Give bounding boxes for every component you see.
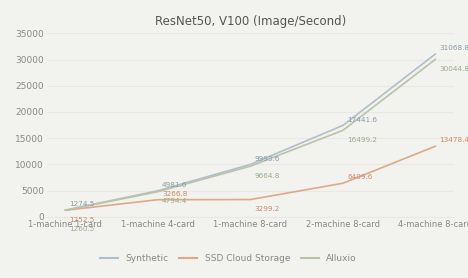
Legend: Synthetic, SSD Cloud Storage, Alluxio: Synthetic, SSD Cloud Storage, Alluxio — [100, 254, 357, 263]
Synthetic — [63, 208, 68, 212]
Text: 13478.4: 13478.4 — [439, 137, 468, 143]
Synthetic — [155, 189, 161, 192]
Synthetic — [248, 163, 253, 166]
Alluxio — [340, 129, 346, 132]
Text: 9993.6: 9993.6 — [255, 156, 280, 162]
Text: 1260.5: 1260.5 — [69, 227, 95, 232]
Text: 6409.6: 6409.6 — [347, 175, 373, 180]
Title: ResNet50, V100 (Image/Second): ResNet50, V100 (Image/Second) — [155, 15, 346, 28]
SSD Cloud Storage — [432, 145, 438, 148]
Line: Synthetic: Synthetic — [66, 54, 435, 210]
Text: 3299.2: 3299.2 — [255, 206, 280, 212]
Alluxio — [432, 58, 438, 61]
Text: 30044.8: 30044.8 — [439, 66, 468, 72]
Text: 31068.8: 31068.8 — [439, 45, 468, 51]
Text: 1274.5: 1274.5 — [69, 201, 95, 207]
Text: 17441.6: 17441.6 — [347, 117, 377, 123]
SSD Cloud Storage — [340, 182, 346, 185]
Alluxio — [155, 190, 161, 193]
Line: SSD Cloud Storage: SSD Cloud Storage — [66, 146, 435, 210]
Alluxio — [248, 165, 253, 168]
SSD Cloud Storage — [63, 208, 68, 212]
Text: 3266.8: 3266.8 — [162, 191, 187, 197]
Text: 4981.6: 4981.6 — [162, 182, 187, 188]
SSD Cloud Storage — [155, 198, 161, 201]
Text: 1252.5: 1252.5 — [69, 217, 95, 223]
Synthetic — [432, 52, 438, 56]
Text: 4794.4: 4794.4 — [162, 198, 187, 204]
Synthetic — [340, 124, 346, 127]
SSD Cloud Storage — [248, 198, 253, 201]
Text: 16499.2: 16499.2 — [347, 137, 377, 143]
Text: 9664.8: 9664.8 — [255, 173, 280, 179]
Alluxio — [63, 208, 68, 212]
Line: Alluxio: Alluxio — [66, 59, 435, 210]
